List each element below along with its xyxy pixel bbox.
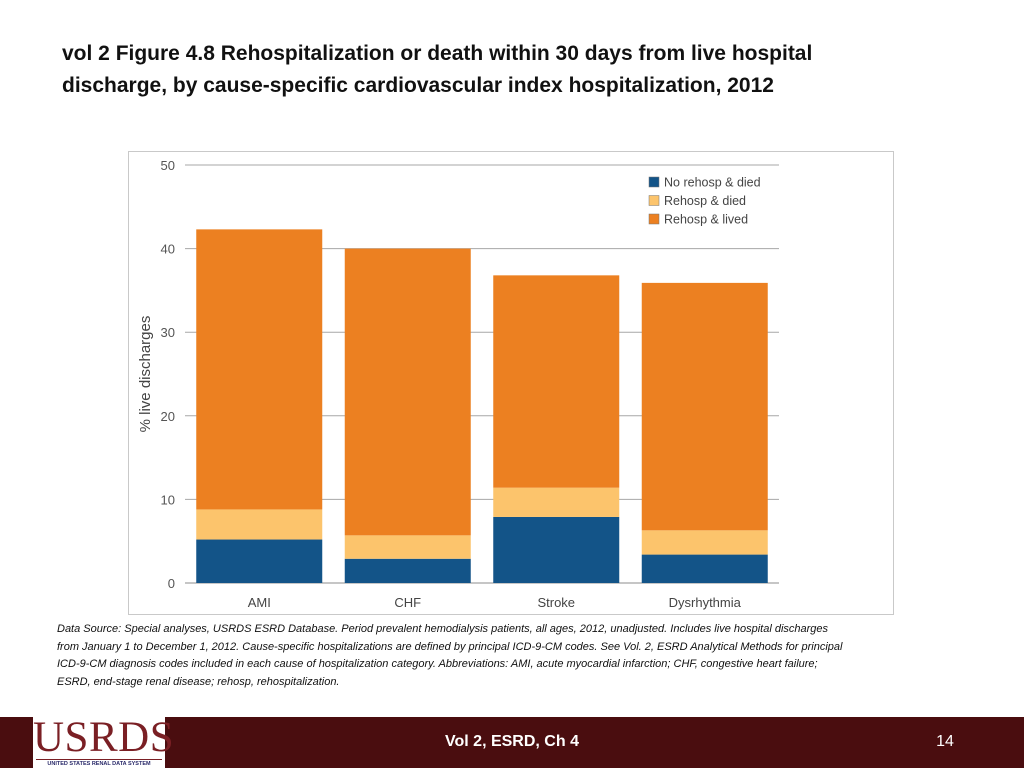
footnote-line-3: ICD-9-CM diagnosis codes included in eac…: [57, 658, 818, 670]
usrds-logo: USRDS UNITED STATES RENAL DATA SYSTEM: [33, 713, 175, 768]
bar-segment: [641, 554, 768, 583]
bar-segment: [493, 275, 620, 488]
y-tick-label: 10: [161, 492, 175, 507]
footer-center-text: Vol 2, ESRD, Ch 4: [445, 733, 579, 750]
logo-text: USRDS: [33, 714, 175, 761]
chart-frame: 0 10 20 30 40 50 % live discharges AMI CHF Stroke…: [128, 151, 894, 615]
bar-segment: [344, 558, 471, 583]
x-tick-label: AMI: [248, 595, 271, 610]
bar-segment: [493, 487, 620, 517]
data-source-footnote: Data Source: Special analyses, USRDS ESR…: [57, 621, 982, 691]
footnote-line-4: ESRD, end-stage renal disease; rehosp, r…: [57, 675, 340, 688]
bar-segment: [196, 509, 323, 540]
x-tick-label: CHF: [394, 595, 421, 610]
legend-swatch: [648, 176, 660, 188]
bar-segment: [641, 282, 768, 531]
bar-segment: [196, 229, 323, 510]
bar-segment: [344, 535, 471, 559]
slide-title-line-2: discharge, by cause-specific cardiovascu…: [62, 74, 774, 97]
x-tick-label: Dysrhythmia: [669, 595, 742, 610]
page-number: 14: [936, 733, 954, 750]
y-tick-label: 40: [161, 242, 175, 257]
legend-swatch: [648, 213, 660, 225]
slide-title: vol 2 Figure 4.8 Rehospitalization or de…: [62, 38, 962, 102]
footnote-line-1: Data Source: Special analyses, USRDS ESR…: [57, 623, 829, 635]
slide-title-line-1: vol 2 Figure 4.8 Rehospitalization or de…: [62, 42, 813, 65]
y-tick-label: 30: [161, 325, 175, 340]
legend-label: Rehosp & lived: [664, 213, 748, 227]
x-tick-label: Stroke: [537, 595, 575, 610]
y-tick-label: 50: [161, 158, 175, 173]
stacked-bar-chart: 0 10 20 30 40 50 % live discharges AMI CHF Stroke…: [137, 158, 779, 610]
legend-label: No rehosp & died: [664, 176, 761, 190]
y-tick-label: 20: [161, 409, 175, 424]
logo-rule: [36, 759, 162, 760]
footer-bar: [0, 717, 1024, 768]
footnote-line-2: from January 1 to December 1, 2012. Caus…: [57, 640, 843, 653]
logo-subtext: UNITED STATES RENAL DATA SYSTEM: [47, 761, 151, 767]
y-axis-label: % live discharges: [137, 316, 154, 433]
legend-swatch: [648, 195, 660, 206]
bar-segment: [344, 248, 471, 536]
y-tick-label: 0: [168, 576, 175, 591]
bar-segment: [641, 530, 768, 555]
bar-segment: [196, 539, 323, 583]
legend-label: Rehosp & died: [664, 194, 746, 208]
bar-segment: [493, 516, 620, 583]
